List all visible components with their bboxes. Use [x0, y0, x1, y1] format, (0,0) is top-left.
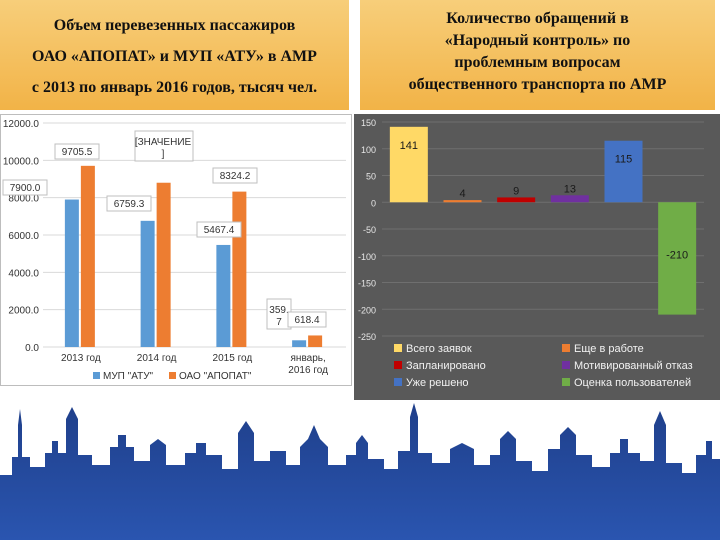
right-title-line4: общественного транспорта по АМР [408, 76, 667, 93]
legend-label: Мотивированный отказ [574, 360, 693, 372]
legend-swatch [562, 361, 570, 369]
data-label: 359. [269, 305, 288, 316]
legend-swatch [394, 344, 402, 352]
y-tick-label: 0.0 [25, 343, 39, 354]
data-label: 6759.3 [114, 199, 145, 210]
legend-label: МУП "АТУ" [103, 371, 154, 382]
y-tick-label: 8000.0 [8, 194, 39, 205]
data-label: 9 [513, 185, 519, 197]
bar [216, 244, 231, 347]
x-tick-label: январь, [291, 353, 326, 364]
y-tick-label: -250 [358, 332, 376, 342]
y-tick-label: -200 [358, 305, 376, 315]
data-label: 8324.2 [220, 171, 251, 182]
data-label: 7 [276, 317, 282, 328]
right-title-line2: «Народный контроль» по [444, 32, 631, 49]
complaints-chart-svg: 150 100 50 0 -50 -100 -150 -200 -250 141 4 9 13 115 -2… [354, 114, 720, 400]
legend-swatch [394, 378, 402, 386]
right-title-line3: проблемным вопросам [454, 54, 621, 71]
bar [497, 197, 536, 203]
bar [64, 199, 79, 347]
left-title: Объем перевезенных пассажиров ОАО «АПОПА… [0, 0, 349, 110]
bar [308, 335, 323, 347]
legend-swatch [169, 372, 176, 379]
data-label-box [134, 130, 194, 162]
data-label-box [287, 311, 327, 328]
data-label: [ЗНАЧЕНИЕ [135, 137, 192, 148]
x-tick-label: 2014 год [137, 353, 177, 364]
left-title-line3: с 2013 по январь 2016 годов, тысяч чел. [31, 79, 318, 96]
left-title-line2: ОАО «АПОПАТ» и МУП «АТУ» в АМР [32, 48, 317, 65]
y-tick-label: 10000.0 [3, 156, 40, 167]
data-label-box [196, 221, 242, 238]
legend-label: Еще в работе [574, 343, 644, 355]
data-label-box [2, 179, 48, 196]
bar [604, 140, 643, 203]
y-tick-label: 12000.0 [3, 119, 40, 130]
data-label-box [54, 143, 100, 160]
passenger-chart: 0.0 2000.0 4000.0 6000.0 8000.0 10000.0 12000.… [0, 114, 352, 386]
legend-label: Запланировано [406, 360, 486, 372]
legend-swatch [394, 361, 402, 369]
y-tick-label: 0 [371, 198, 376, 208]
y-tick-label: -50 [363, 225, 376, 235]
y-tick-label: 50 [366, 172, 376, 182]
legend-label: ОАО "АПОПАТ" [179, 371, 252, 382]
legend-label: Оценка пользователей [574, 377, 691, 389]
data-label: -210 [666, 249, 688, 261]
data-label: 618.4 [294, 315, 319, 326]
bar [389, 126, 428, 203]
legend-swatch [562, 344, 570, 352]
legend-swatch [93, 372, 100, 379]
y-tick-label: 100 [361, 145, 376, 155]
data-label: 5467.4 [204, 225, 235, 236]
data-label: 115 [615, 154, 633, 166]
legend-label: Всего заявок [406, 343, 472, 355]
x-tick-label: 2015 год [213, 353, 253, 364]
data-label: 7900.0 [10, 183, 41, 194]
left-title-line1: Объем перевезенных пассажиров [53, 17, 296, 34]
bar [550, 195, 589, 203]
y-tick-label: 6000.0 [8, 231, 39, 242]
y-tick-label: 150 [361, 118, 376, 128]
bar [80, 165, 95, 347]
bar [658, 202, 697, 315]
data-label-box [106, 195, 152, 212]
bar [156, 182, 171, 347]
city-skyline-image [0, 403, 720, 540]
data-label: 141 [400, 140, 418, 152]
passenger-chart-svg: 0.0 2000.0 4000.0 6000.0 8000.0 10000.0 12000.… [1, 115, 351, 385]
y-tick-label: -100 [358, 252, 376, 262]
bar [292, 340, 307, 347]
legend-label: Уже решено [406, 377, 469, 389]
bar [232, 191, 247, 347]
data-label: 9705.5 [62, 147, 93, 158]
y-tick-label: 4000.0 [8, 268, 39, 279]
complaints-chart: 150 100 50 0 -50 -100 -150 -200 -250 141 4 9 13 115 -2… [354, 114, 720, 400]
data-label: 4 [459, 188, 465, 200]
data-label: 13 [564, 183, 576, 195]
data-label: ] [162, 149, 165, 160]
x-tick-label: 2016 год [288, 365, 328, 376]
y-tick-label: -150 [358, 279, 376, 289]
right-title-line1: Количество обращений в [446, 10, 629, 27]
y-tick-label: 2000.0 [8, 306, 39, 317]
legend-swatch [562, 378, 570, 386]
bar [140, 220, 155, 347]
bar [443, 200, 482, 203]
x-tick-label: 2013 год [61, 353, 101, 364]
right-title: Количество обращений в «Народный контрол… [360, 0, 715, 110]
data-label-box [212, 167, 258, 184]
